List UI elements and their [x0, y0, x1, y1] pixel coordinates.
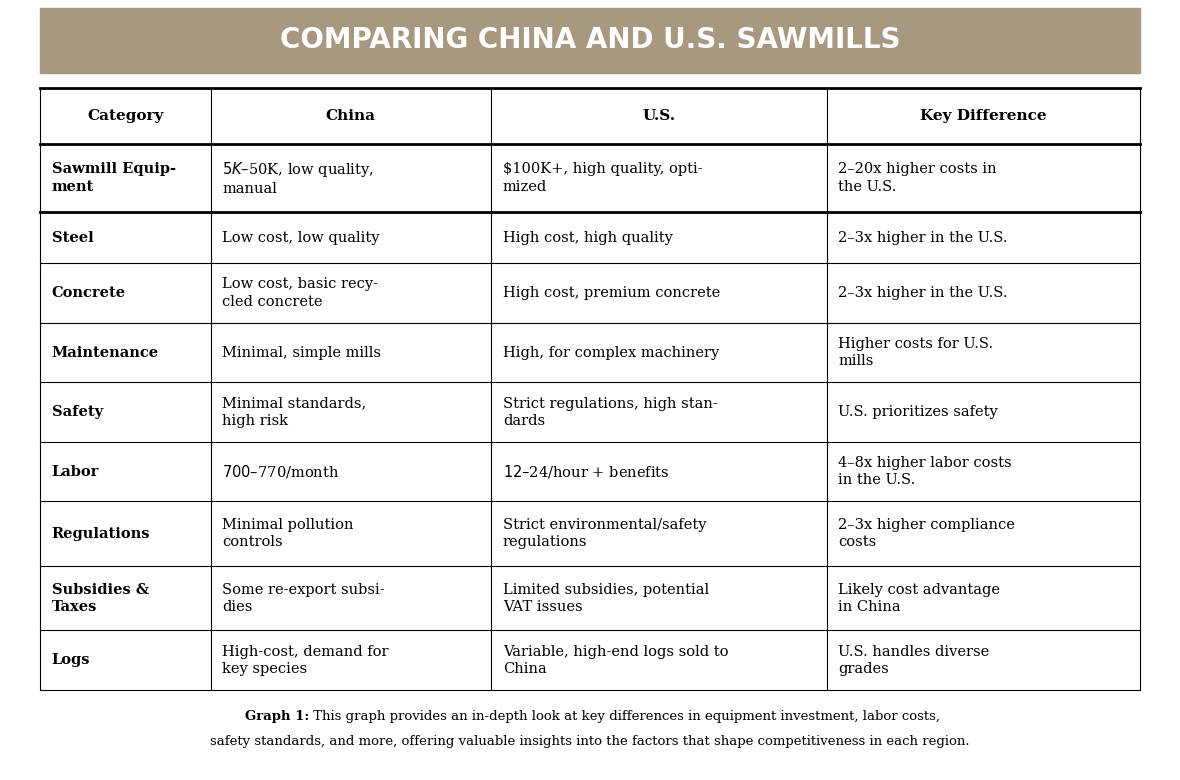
Bar — [40, 8, 1140, 73]
Bar — [826, 144, 1140, 212]
Text: 2–20x higher costs in
the U.S.: 2–20x higher costs in the U.S. — [838, 162, 997, 193]
Bar — [40, 264, 210, 323]
Text: Labor: Labor — [52, 465, 99, 479]
Text: Limited subsidies, potential
VAT issues: Limited subsidies, potential VAT issues — [503, 583, 709, 614]
Bar — [40, 502, 210, 566]
Text: Subsidies &
Taxes: Subsidies & Taxes — [52, 583, 149, 614]
Text: Steel: Steel — [52, 231, 93, 245]
Bar — [491, 442, 826, 502]
Text: U.S. prioritizes safety: U.S. prioritizes safety — [838, 405, 998, 419]
Bar — [491, 88, 826, 144]
Text: Low cost, basic recy-
cled concrete: Low cost, basic recy- cled concrete — [222, 278, 379, 309]
Bar — [826, 382, 1140, 442]
Bar — [491, 264, 826, 323]
Bar — [826, 442, 1140, 502]
Bar — [491, 566, 826, 630]
Bar — [826, 630, 1140, 690]
Bar — [826, 264, 1140, 323]
Text: safety standards, and more, offering valuable insights into the factors that sha: safety standards, and more, offering val… — [210, 735, 970, 748]
Bar — [826, 502, 1140, 566]
Bar — [826, 88, 1140, 144]
Bar — [210, 566, 491, 630]
Text: Minimal pollution
controls: Minimal pollution controls — [222, 518, 354, 549]
Bar — [40, 382, 210, 442]
Text: Key Difference: Key Difference — [920, 109, 1047, 123]
Bar — [491, 144, 826, 212]
Bar — [40, 566, 210, 630]
Text: High-cost, demand for
key species: High-cost, demand for key species — [222, 644, 388, 676]
Text: Low cost, low quality: Low cost, low quality — [222, 231, 380, 245]
Text: 4–8x higher labor costs
in the U.S.: 4–8x higher labor costs in the U.S. — [838, 456, 1012, 488]
Text: Graph 1:: Graph 1: — [245, 710, 309, 723]
Text: Concrete: Concrete — [52, 286, 126, 300]
Text: $5K–$50K, low quality,
manual: $5K–$50K, low quality, manual — [222, 160, 374, 197]
Bar — [491, 630, 826, 690]
Text: Strict environmental/safety
regulations: Strict environmental/safety regulations — [503, 518, 707, 549]
Bar — [210, 442, 491, 502]
Text: U.S.: U.S. — [642, 109, 675, 123]
Bar — [210, 382, 491, 442]
Text: 2–3x higher in the U.S.: 2–3x higher in the U.S. — [838, 286, 1008, 300]
Bar — [826, 566, 1140, 630]
Text: $100K+, high quality, opti-
mized: $100K+, high quality, opti- mized — [503, 162, 702, 193]
Text: COMPARING CHINA AND U.S. SAWMILLS: COMPARING CHINA AND U.S. SAWMILLS — [280, 27, 900, 55]
Bar — [210, 88, 491, 144]
Bar — [210, 323, 491, 382]
Bar — [210, 212, 491, 264]
Text: Maintenance: Maintenance — [52, 346, 159, 360]
Text: High cost, premium concrete: High cost, premium concrete — [503, 286, 720, 300]
Bar — [40, 88, 210, 144]
Text: Logs: Logs — [52, 653, 91, 667]
Text: Likely cost advantage
in China: Likely cost advantage in China — [838, 583, 1001, 614]
Bar — [40, 442, 210, 502]
Bar — [491, 502, 826, 566]
Bar — [491, 323, 826, 382]
Bar — [210, 264, 491, 323]
Bar — [491, 382, 826, 442]
Text: 2–3x higher compliance
costs: 2–3x higher compliance costs — [838, 518, 1015, 549]
Text: Safety: Safety — [52, 405, 103, 419]
Text: Category: Category — [87, 109, 164, 123]
Text: 2–3x higher in the U.S.: 2–3x higher in the U.S. — [838, 231, 1008, 245]
Bar — [40, 630, 210, 690]
Text: Sawmill Equip-
ment: Sawmill Equip- ment — [52, 162, 176, 193]
Bar — [40, 212, 210, 264]
Bar — [40, 144, 210, 212]
Text: Regulations: Regulations — [52, 526, 150, 541]
Text: U.S. handles diverse
grades: U.S. handles diverse grades — [838, 644, 990, 676]
Text: Variable, high-end logs sold to
China: Variable, high-end logs sold to China — [503, 644, 728, 676]
Bar — [210, 144, 491, 212]
Bar — [491, 212, 826, 264]
Text: This graph provides an in-depth look at key differences in equipment investment,: This graph provides an in-depth look at … — [309, 710, 940, 723]
Text: Higher costs for U.S.
mills: Higher costs for U.S. mills — [838, 337, 994, 368]
Text: Minimal standards,
high risk: Minimal standards, high risk — [222, 396, 367, 427]
Bar — [210, 502, 491, 566]
Text: China: China — [326, 109, 375, 123]
Text: $700–$770/month: $700–$770/month — [222, 463, 340, 480]
Text: Some re-export subsi-
dies: Some re-export subsi- dies — [222, 583, 385, 614]
Text: Strict regulations, high stan-
dards: Strict regulations, high stan- dards — [503, 396, 717, 427]
Bar — [40, 323, 210, 382]
Bar — [826, 323, 1140, 382]
Bar — [210, 630, 491, 690]
Text: Minimal, simple mills: Minimal, simple mills — [222, 346, 381, 360]
Text: High cost, high quality: High cost, high quality — [503, 231, 673, 245]
Text: High, for complex machinery: High, for complex machinery — [503, 346, 719, 360]
Bar — [826, 212, 1140, 264]
Text: $12–$24/hour + benefits: $12–$24/hour + benefits — [503, 463, 669, 480]
